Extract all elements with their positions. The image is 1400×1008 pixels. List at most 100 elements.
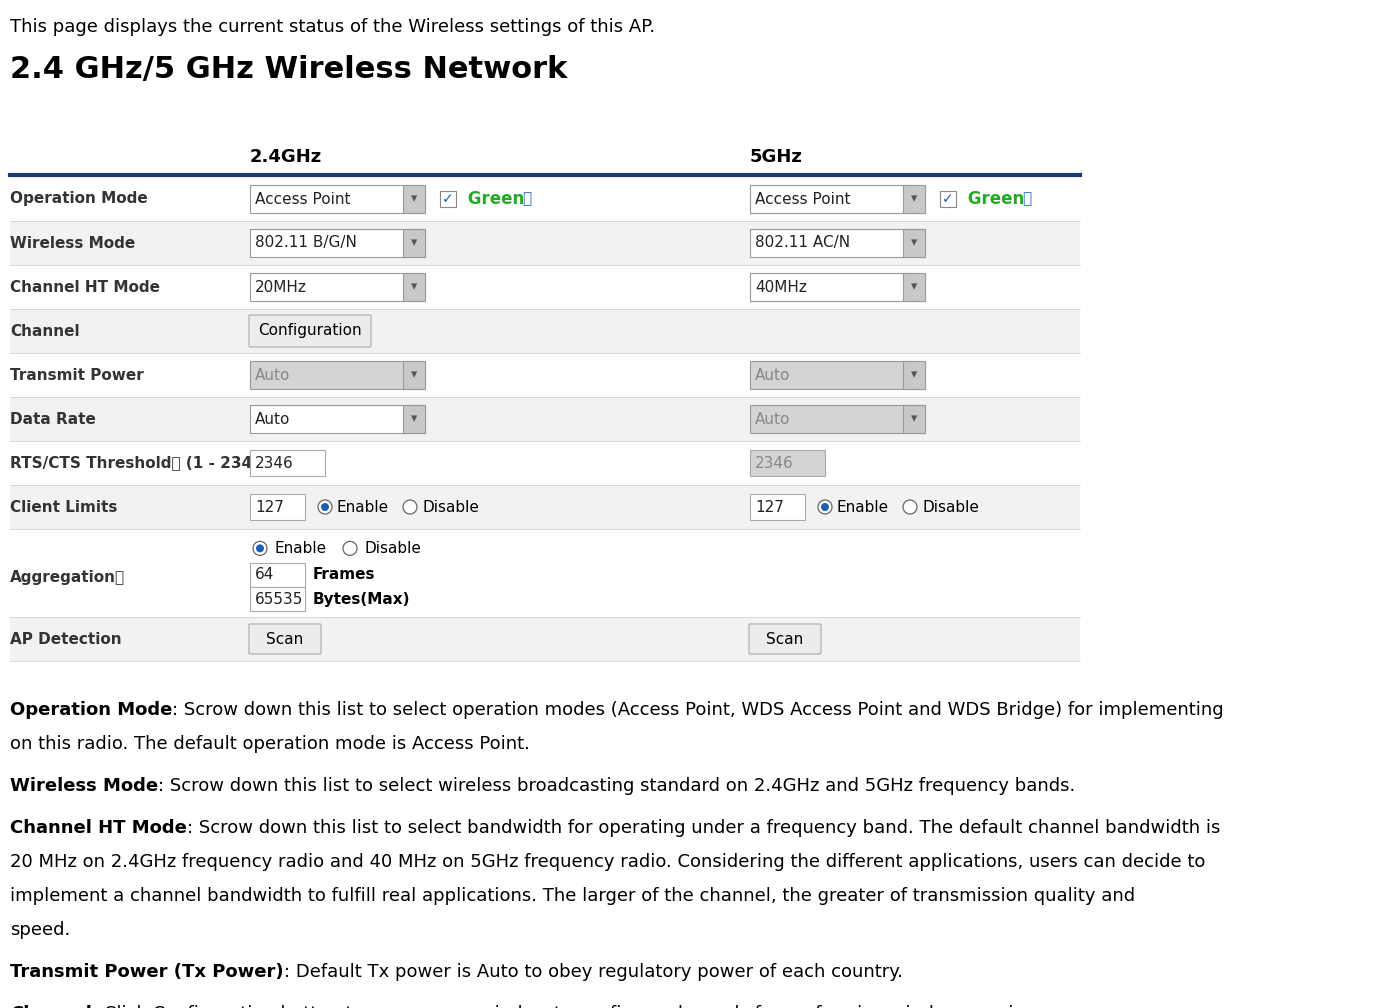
Bar: [251, 562, 305, 587]
Text: Bytes(Max): Bytes(Max): [314, 592, 410, 607]
Text: 2.4 GHz/5 GHz Wireless Network: 2.4 GHz/5 GHz Wireless Network: [10, 55, 567, 84]
Bar: [403, 185, 426, 213]
Circle shape: [903, 500, 917, 514]
Text: Green: Green: [462, 190, 524, 208]
Bar: [251, 494, 305, 520]
Bar: [251, 450, 325, 476]
Text: Scan: Scan: [766, 631, 804, 646]
Text: ✓: ✓: [942, 192, 953, 206]
Text: Frames: Frames: [314, 568, 375, 583]
Text: 20 MHz on 2.4GHz frequency radio and 40 MHz on 5GHz frequency radio. Considering: 20 MHz on 2.4GHz frequency radio and 40 …: [10, 853, 1205, 871]
Text: Enable: Enable: [837, 500, 889, 514]
Text: 2346: 2346: [755, 456, 794, 471]
Text: ▾: ▾: [911, 237, 917, 250]
Bar: [251, 588, 305, 612]
Bar: [750, 273, 925, 301]
Bar: [251, 405, 426, 433]
Text: ▾: ▾: [911, 369, 917, 381]
Text: : Scrow down this list to select bandwidth for operating under a frequency band.: : Scrow down this list to select bandwid…: [186, 818, 1221, 837]
Text: Channel HT Mode: Channel HT Mode: [10, 818, 186, 837]
Text: 802.11 AC/N: 802.11 AC/N: [755, 236, 850, 251]
Text: Transmit Power (Tx Power): Transmit Power (Tx Power): [10, 963, 284, 981]
Bar: [903, 405, 925, 433]
Text: ▾: ▾: [911, 193, 917, 206]
Text: ▾: ▾: [911, 412, 917, 425]
Bar: [750, 405, 925, 433]
Text: ▾: ▾: [911, 280, 917, 293]
Text: Wireless Mode: Wireless Mode: [10, 777, 158, 795]
Text: 127: 127: [755, 500, 784, 514]
Circle shape: [403, 500, 417, 514]
Text: Channel: Channel: [10, 1005, 92, 1008]
Bar: [403, 273, 426, 301]
Text: speed.: speed.: [10, 921, 70, 939]
Text: Operation Mode: Operation Mode: [10, 701, 172, 719]
Bar: [903, 361, 925, 389]
Text: ✓: ✓: [442, 192, 454, 206]
Bar: [10, 617, 1079, 661]
Text: This page displays the current status of the Wireless settings of this AP.: This page displays the current status of…: [10, 18, 655, 36]
Bar: [10, 397, 1079, 442]
Text: Disable: Disable: [923, 500, 979, 514]
Bar: [903, 273, 925, 301]
Text: 65535: 65535: [255, 592, 304, 607]
Text: : Scrow down this list to select wireless broadcasting standard on 2.4GHz and 5G: : Scrow down this list to select wireles…: [158, 777, 1075, 795]
Bar: [10, 265, 1079, 309]
Text: ▾: ▾: [410, 369, 417, 381]
Text: Auto: Auto: [255, 368, 290, 382]
Bar: [10, 221, 1079, 265]
Text: Enable: Enable: [274, 541, 326, 555]
Bar: [251, 361, 426, 389]
Bar: [10, 309, 1079, 353]
Bar: [251, 273, 426, 301]
Bar: [903, 229, 925, 257]
Text: 127: 127: [255, 500, 284, 514]
Bar: [939, 191, 956, 207]
Circle shape: [318, 500, 332, 514]
Text: Channel HT Mode: Channel HT Mode: [10, 279, 160, 294]
Bar: [251, 185, 426, 213]
Text: Operation Mode: Operation Mode: [10, 192, 148, 207]
Circle shape: [256, 544, 265, 552]
Text: ▾: ▾: [410, 193, 417, 206]
Text: ▾: ▾: [410, 280, 417, 293]
Text: : Scrow down this list to select operation modes (Access Point, WDS Access Point: : Scrow down this list to select operati…: [172, 701, 1224, 719]
Text: ▾: ▾: [410, 412, 417, 425]
Bar: [251, 229, 426, 257]
Text: : Default Tx power is Auto to obey regulatory power of each country.: : Default Tx power is Auto to obey regul…: [284, 963, 903, 981]
Text: Channel: Channel: [10, 324, 80, 339]
Text: : Click Configuration button to open a new window to configure channels for perf: : Click Configuration button to open a n…: [92, 1005, 1040, 1008]
Text: Configuration: Configuration: [258, 324, 361, 339]
Bar: [10, 529, 1079, 617]
Text: Data Rate: Data Rate: [10, 411, 95, 426]
Text: Disable: Disable: [421, 500, 479, 514]
Bar: [10, 442, 1079, 485]
Text: 2.4GHz: 2.4GHz: [251, 148, 322, 166]
Text: AP Detection: AP Detection: [10, 631, 122, 646]
Bar: [750, 229, 925, 257]
Text: 64: 64: [255, 568, 274, 583]
Text: Wireless Mode: Wireless Mode: [10, 236, 136, 251]
Text: 802.11 B/G/N: 802.11 B/G/N: [255, 236, 357, 251]
Text: Auto: Auto: [755, 368, 791, 382]
Text: Green: Green: [962, 190, 1025, 208]
Text: Enable: Enable: [337, 500, 389, 514]
Bar: [403, 229, 426, 257]
Text: implement a channel bandwidth to fulfill real applications. The larger of the ch: implement a channel bandwidth to fulfill…: [10, 887, 1135, 905]
Bar: [440, 191, 456, 207]
Bar: [750, 185, 925, 213]
Text: Disable: Disable: [364, 541, 421, 555]
Text: Access Point: Access Point: [755, 192, 851, 207]
Text: on this radio. The default operation mode is Access Point.: on this radio. The default operation mod…: [10, 735, 529, 753]
Text: Client Limits: Client Limits: [10, 500, 118, 514]
Text: ⓘ: ⓘ: [1022, 192, 1032, 207]
Circle shape: [818, 500, 832, 514]
Text: Auto: Auto: [255, 411, 290, 426]
Text: Scan: Scan: [266, 631, 304, 646]
Text: ⓘ: ⓘ: [522, 192, 531, 207]
Bar: [10, 353, 1079, 397]
Text: Access Point: Access Point: [255, 192, 350, 207]
Circle shape: [253, 541, 267, 555]
Bar: [403, 361, 426, 389]
Bar: [750, 494, 805, 520]
